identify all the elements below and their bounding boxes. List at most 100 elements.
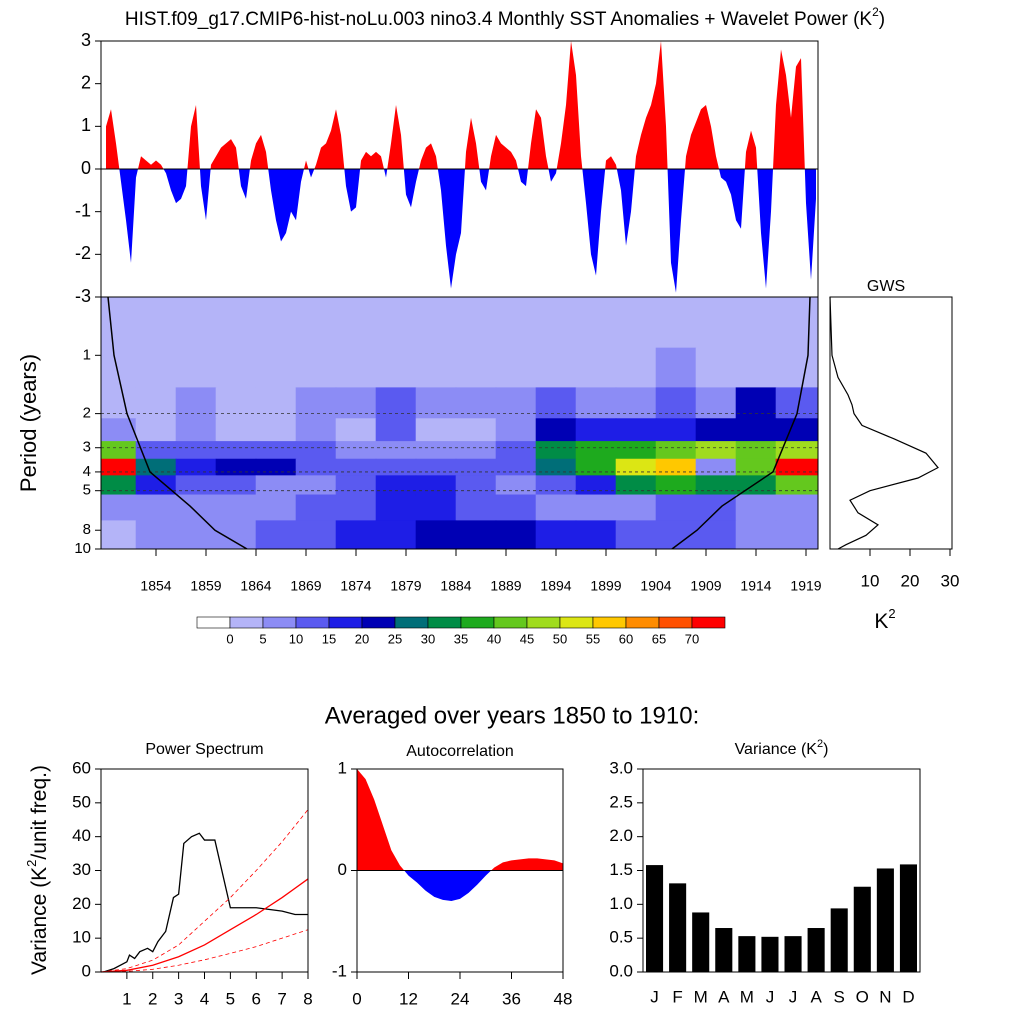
chart-title-part: ) xyxy=(823,741,828,758)
power-cell xyxy=(775,296,819,349)
y-axis-label-part: Variance (K xyxy=(28,867,51,975)
x-tick-label: 30 xyxy=(941,571,960,590)
power-cell xyxy=(335,418,377,442)
power-cell xyxy=(695,458,737,476)
plot-frame xyxy=(100,296,819,550)
power-cell xyxy=(695,441,737,460)
cone-of-influence xyxy=(671,297,811,549)
power-cell xyxy=(175,347,217,388)
power-cell xyxy=(295,296,337,349)
power-cell xyxy=(375,418,417,442)
y-tick-label: 2 xyxy=(81,72,91,92)
colorbar-label: 35 xyxy=(454,631,468,646)
power-cell xyxy=(615,520,657,550)
y-tick-label: 2.5 xyxy=(609,792,633,811)
x-tick-label: J xyxy=(766,987,775,1006)
x-tick-label: O xyxy=(856,987,869,1006)
bar xyxy=(899,864,917,972)
y-axis-label: Period (years) xyxy=(16,354,41,492)
colorbar-swatch xyxy=(196,616,231,629)
colorbar-label: 55 xyxy=(586,631,600,646)
power-cell xyxy=(255,347,297,388)
power-cell xyxy=(375,494,417,521)
colorbar-swatch xyxy=(262,616,297,629)
power-cell xyxy=(615,475,657,496)
y-tick-label: 20 xyxy=(72,894,91,913)
series-line xyxy=(100,809,309,973)
colorbar-swatch xyxy=(559,616,594,629)
power-cell xyxy=(455,494,497,521)
power-cell xyxy=(455,441,497,460)
colorbar-label: 40 xyxy=(487,631,501,646)
power-cell xyxy=(335,441,377,460)
x-tick-label: A xyxy=(718,987,730,1006)
plot-frame xyxy=(100,768,309,973)
y-tick-label: 10 xyxy=(74,540,91,557)
power-cell xyxy=(495,418,537,442)
power-cell xyxy=(775,494,819,521)
power-cell xyxy=(615,296,657,349)
power-cell xyxy=(375,441,417,460)
power-cell xyxy=(100,347,137,388)
x-tick-label: 20 xyxy=(901,571,920,590)
y-tick-label: 30 xyxy=(72,860,91,879)
bar xyxy=(669,883,687,972)
area-negative xyxy=(106,169,816,293)
bar xyxy=(853,886,871,972)
chart-title-part: Variance (K xyxy=(735,741,818,758)
x-tick-label: 24 xyxy=(451,989,470,1008)
power-cell xyxy=(255,441,297,460)
bar xyxy=(761,936,779,972)
power-cell xyxy=(175,418,217,442)
power-cell xyxy=(455,347,497,388)
x-axis-label-part: K xyxy=(874,610,888,633)
power-cell xyxy=(775,520,819,550)
chart-title: GWS xyxy=(867,278,905,295)
x-tick-label: 48 xyxy=(554,989,573,1008)
power-cell xyxy=(335,475,377,496)
power-cell xyxy=(255,458,297,476)
power-cell xyxy=(135,296,177,349)
power-cell xyxy=(100,475,137,496)
y-tick-label: -1 xyxy=(332,961,347,980)
power-cell xyxy=(175,441,217,460)
power-cell xyxy=(295,458,337,476)
x-tick-label: 1919 xyxy=(790,578,821,594)
power-cell xyxy=(135,520,177,550)
figure-title-part: ) xyxy=(879,9,885,30)
power-cell xyxy=(695,494,737,521)
power-cell xyxy=(575,494,617,521)
colorbar-label: 0 xyxy=(226,631,233,646)
power-cell xyxy=(535,347,577,388)
colorbar-swatch xyxy=(658,616,693,629)
power-cell xyxy=(415,520,457,550)
colorbar-label: 15 xyxy=(322,631,336,646)
power-cell xyxy=(255,475,297,496)
cone-of-influence xyxy=(107,297,248,549)
power-cell xyxy=(335,347,377,388)
power-cell xyxy=(175,475,217,496)
power-cell xyxy=(375,458,417,476)
x-tick-label: M xyxy=(694,987,708,1006)
power-cell xyxy=(775,458,819,476)
y-tick-label: 0 xyxy=(82,961,91,980)
colorbar-swatch xyxy=(394,616,429,629)
power-cell xyxy=(575,296,617,349)
x-tick-label: 1869 xyxy=(290,578,321,594)
power-cell xyxy=(615,458,657,476)
power-cell xyxy=(535,520,577,550)
x-tick-label: M xyxy=(740,987,754,1006)
x-tick-label: 5 xyxy=(226,989,235,1008)
power-cell xyxy=(415,458,457,476)
plot-frame xyxy=(642,768,921,973)
power-cell xyxy=(100,520,137,550)
x-tick-label: J xyxy=(789,987,798,1006)
y-axis-label-part: 2 xyxy=(24,860,39,867)
power-cell xyxy=(655,347,697,388)
chart-title-part: 2 xyxy=(817,738,823,750)
power-cell xyxy=(575,441,617,460)
power-cell xyxy=(215,418,257,442)
area-positive xyxy=(357,769,563,871)
power-cell xyxy=(775,347,819,388)
x-tick-label: 0 xyxy=(352,989,361,1008)
